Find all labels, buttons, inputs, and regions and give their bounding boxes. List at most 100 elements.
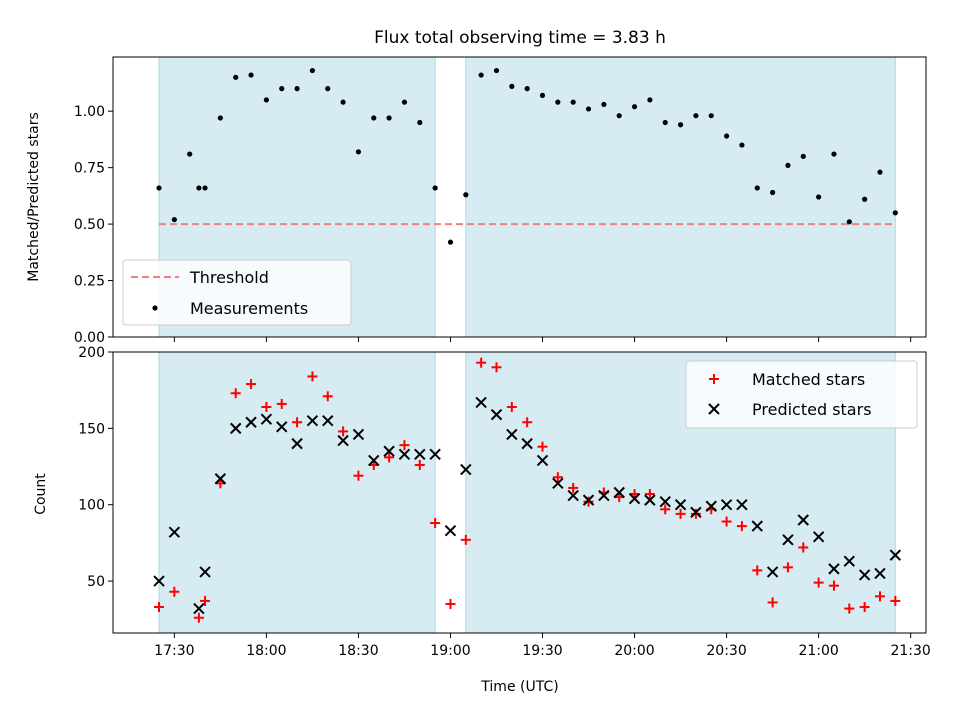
measurement-point <box>233 74 239 80</box>
x-b <box>858 569 871 581</box>
measurement-point <box>892 210 898 216</box>
x-axis-label: Time (UTC) <box>480 679 558 695</box>
x-b <box>705 500 717 512</box>
measurement-point <box>355 149 362 155</box>
y-tick-label: 1.00 <box>74 104 105 120</box>
legend-box <box>122 259 352 326</box>
measurement-point <box>831 151 837 157</box>
measurement-point <box>877 169 883 175</box>
measurement-point <box>217 115 223 121</box>
legend-predicted-swatch <box>708 403 720 415</box>
x-b <box>552 477 564 490</box>
legend-matched-swatch <box>709 374 719 384</box>
predicted-point <box>168 526 181 538</box>
matched-point <box>721 516 732 527</box>
predicted-point <box>506 428 518 441</box>
predicted-point <box>536 454 549 467</box>
predicted-point <box>199 566 211 578</box>
legend-measurements-label: Measurements <box>190 299 308 318</box>
predicted-point <box>736 499 748 511</box>
matched-point <box>568 482 579 493</box>
measurement-point <box>754 185 760 191</box>
bottom-y-axis-label: Count <box>33 473 49 515</box>
predicted-point <box>720 499 733 511</box>
x-b <box>168 526 181 538</box>
x-b <box>751 520 763 532</box>
measurement-point <box>401 99 408 105</box>
x-tick-label: 20:30 <box>706 643 746 659</box>
measurement-point <box>616 113 622 119</box>
measurement-point <box>386 115 392 121</box>
y-tick-label: 100 <box>78 498 105 514</box>
matched-point <box>675 508 686 519</box>
measurement-point <box>248 72 254 78</box>
predicted-point <box>567 489 579 502</box>
measurement-point <box>585 106 592 112</box>
legend-box <box>685 360 918 429</box>
x-b <box>828 563 840 575</box>
x-b <box>782 534 794 546</box>
x-b <box>276 421 288 433</box>
matched-point <box>414 460 425 471</box>
matched-point <box>859 602 870 613</box>
matched-point <box>644 489 655 500</box>
y-tick-label: 0.00 <box>74 330 105 346</box>
predicted-point <box>782 534 794 546</box>
predicted-point <box>490 408 503 421</box>
matched-point <box>767 597 778 608</box>
shaded-interval <box>465 56 896 338</box>
matched-point <box>230 388 241 399</box>
predicted-point <box>705 500 717 512</box>
measurement-point <box>309 67 316 74</box>
x-b <box>475 396 487 409</box>
legend-threshold-label: Threshold <box>189 268 269 287</box>
matched-point <box>154 602 165 613</box>
matched-point <box>752 565 763 576</box>
predicted-point <box>306 415 319 427</box>
predicted-point <box>322 415 334 427</box>
measurement-point <box>800 153 806 159</box>
predicted-point <box>444 524 457 537</box>
predicted-point <box>245 416 257 428</box>
predicted-point <box>153 575 165 587</box>
measurement-point <box>785 162 791 168</box>
matched-point <box>445 598 456 609</box>
top-legend: Threshold Measurements <box>122 259 352 326</box>
matched-point <box>537 441 548 452</box>
matched-point <box>583 496 594 507</box>
y-tick-label: 50 <box>87 574 105 590</box>
matched-point <box>322 391 333 402</box>
predicted-point <box>398 448 411 461</box>
measurement-point <box>631 104 638 110</box>
predicted-point <box>889 549 902 561</box>
x-b <box>383 445 395 457</box>
x-b <box>598 489 610 502</box>
x-b <box>536 454 549 467</box>
predicted-point <box>193 602 205 615</box>
predicted-point <box>582 494 595 506</box>
predicted-point <box>690 506 702 519</box>
measurement-point <box>187 151 193 157</box>
legend-predicted-label: Predicted stars <box>752 400 872 419</box>
x-b <box>797 514 809 526</box>
predicted-point <box>368 454 380 467</box>
x-b <box>337 434 349 447</box>
x-b <box>874 567 886 580</box>
top-panel: 0.00 0.25 0.50 0.75 1.00 Threshold Measurement… <box>74 56 927 346</box>
x-tick-label: 20:00 <box>614 643 654 659</box>
measurement-point <box>647 97 653 103</box>
x-b <box>199 566 211 578</box>
predicted-point <box>613 486 625 499</box>
matched-point <box>813 577 824 588</box>
x-b <box>506 428 518 441</box>
predicted-point <box>598 489 610 502</box>
measurement-point <box>539 92 546 98</box>
predicted-point <box>260 413 273 425</box>
y-tick-label: 0.50 <box>74 217 105 233</box>
x-b <box>214 473 227 485</box>
measurement-point <box>432 185 438 191</box>
x-b <box>291 437 303 450</box>
matched-point <box>828 580 839 591</box>
predicted-point <box>751 520 763 532</box>
measurement-point <box>601 101 607 108</box>
